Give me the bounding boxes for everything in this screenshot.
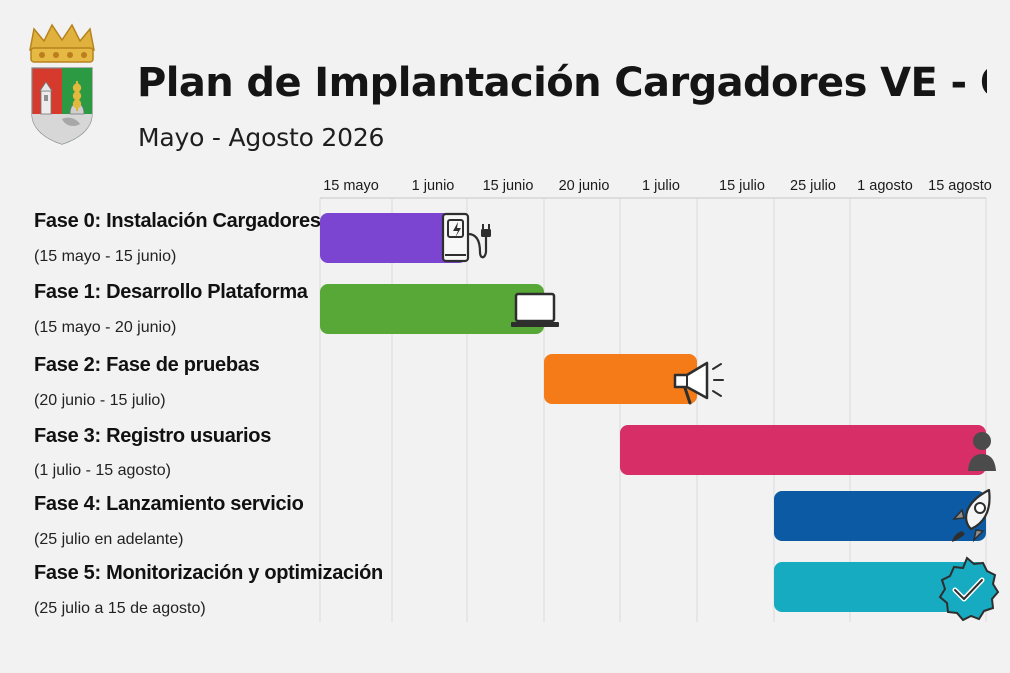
timeline-tick-label: 20 junio	[559, 178, 610, 194]
phase-label: Fase 4: Lanzamiento servicio	[34, 493, 304, 515]
user-icon	[968, 432, 996, 471]
phase-period: (25 julio a 15 de agosto)	[34, 600, 206, 617]
phase-label: Fase 5: Monitorización y optimización	[34, 562, 383, 584]
timeline-tick-label: 1 junio	[412, 178, 455, 194]
phase-bar	[774, 491, 986, 541]
megaphone-icon	[673, 361, 724, 405]
municipal-crest-logo	[29, 23, 95, 145]
phase-period: (25 julio en adelante)	[34, 531, 183, 548]
rocket-icon	[952, 488, 991, 543]
timeline-tick-label: 1 julio	[642, 178, 680, 194]
laptop-icon	[511, 292, 559, 327]
timeline-tick-label: 15 junio	[483, 178, 534, 194]
phase-label: Fase 3: Registro usuarios	[34, 425, 271, 447]
verified-badge-icon	[938, 556, 1000, 622]
phase-label: Fase 1: Desarrollo Plataforma	[34, 281, 309, 303]
phase-period: (1 julio - 15 agosto)	[34, 462, 171, 479]
phase-label: Fase 2: Fase de pruebas	[34, 354, 260, 376]
gantt-row: Fase 1: Desarrollo Plataforma (15 mayo - …	[34, 281, 559, 336]
phase-period: (15 mayo - 15 junio)	[34, 248, 176, 265]
phase-period: (20 junio - 15 julio)	[34, 392, 166, 409]
timeline-tick-label: 15 mayo	[323, 178, 379, 194]
timeline-tick-label: 15 julio	[719, 178, 765, 194]
phase-bar	[620, 425, 986, 475]
page-subtitle: Mayo - Agosto 2026	[138, 123, 385, 152]
timeline-tick-label: 25 julio	[790, 178, 836, 194]
phase-period: (15 mayo - 20 junio)	[34, 319, 176, 336]
gantt-row: Fase 4: Lanzamiento servicio (25 julio en…	[34, 488, 991, 548]
timeline-axis: 15 mayo 1 junio 15 junio 20 junio 1 julio 15 …	[319, 178, 992, 622]
page-title: Plan de Implantación Cargadores VE - Que…	[137, 60, 987, 106]
phase-bar	[774, 562, 986, 612]
timeline-tick-label: 15 agosto	[928, 178, 992, 194]
phase-bar	[320, 213, 467, 263]
gantt-row: Fase 2: Fase de pruebas (20 junio - 15 ju…	[34, 354, 724, 409]
timeline-tick-label: 1 agosto	[857, 178, 913, 194]
phase-bar	[544, 354, 697, 404]
gantt-row: Fase 0: Instalación Cargadores (15 mayo -…	[34, 210, 491, 265]
phase-label: Fase 0: Instalación Cargadores	[34, 210, 321, 232]
phase-bar	[320, 284, 544, 334]
charging-station-icon	[441, 212, 491, 263]
gantt-row: Fase 3: Registro usuarios (1 julio - 15 a…	[34, 425, 996, 479]
gantt-row: Fase 5: Monitorización y optimización (25…	[34, 556, 1000, 622]
